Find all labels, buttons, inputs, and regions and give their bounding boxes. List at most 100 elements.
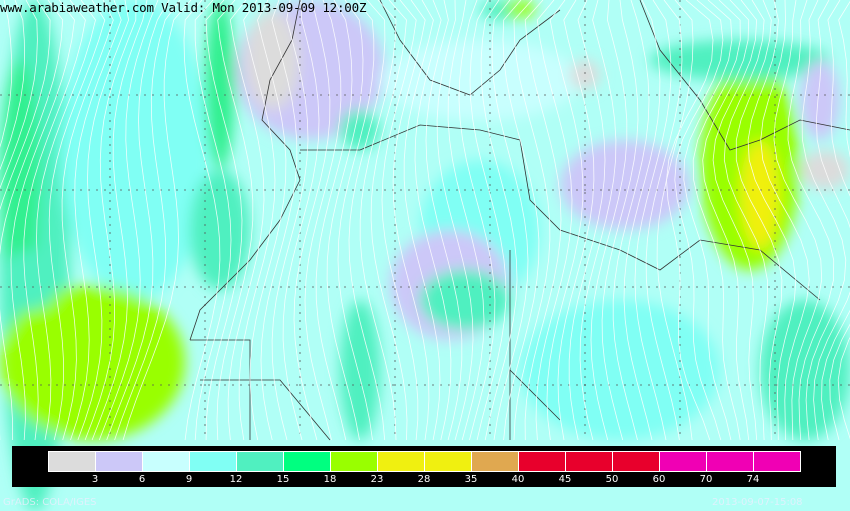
wind-speed-area bbox=[245, 10, 300, 110]
streamline bbox=[458, 0, 496, 441]
streamline bbox=[579, 0, 617, 441]
streamline bbox=[106, 0, 170, 441]
border bbox=[190, 250, 561, 441]
legend-label: 35 bbox=[464, 474, 478, 485]
wind-speed-area bbox=[340, 300, 380, 440]
wind-speed-area bbox=[740, 140, 780, 250]
streamline bbox=[480, 0, 518, 441]
streamline bbox=[634, 0, 672, 441]
streamline bbox=[524, 0, 562, 441]
legend-swatch bbox=[707, 452, 754, 471]
streamline bbox=[48, 0, 106, 441]
legend-label: 50 bbox=[605, 474, 619, 485]
streamline bbox=[829, 0, 850, 441]
map-title: www.arabiaweather.com Valid: Mon 2013-09… bbox=[0, 0, 367, 15]
streamline bbox=[114, 0, 181, 441]
legend-swatch bbox=[566, 452, 613, 471]
legend-swatch bbox=[472, 452, 519, 471]
legend-label: 12 bbox=[229, 474, 243, 485]
wind-speed-area bbox=[505, 0, 535, 18]
streamline bbox=[0, 0, 64, 441]
legend-swatch bbox=[96, 452, 143, 471]
streamline bbox=[359, 0, 397, 441]
streamline bbox=[0, 0, 38, 190]
streamline bbox=[787, 0, 835, 441]
legend-swatch bbox=[519, 452, 566, 471]
streamline bbox=[546, 0, 584, 441]
wind-speed-area bbox=[205, 0, 235, 170]
legend-label: 15 bbox=[276, 474, 290, 485]
footer-timestamp: 2013-09-07-15:08 bbox=[712, 497, 803, 508]
legend-label: 18 bbox=[323, 474, 337, 485]
streamline bbox=[590, 0, 628, 441]
footer-credit: GrADS: COLA/IGES bbox=[3, 497, 97, 508]
streamline bbox=[601, 0, 639, 441]
streamline bbox=[568, 0, 606, 441]
coastline bbox=[379, 0, 561, 96]
legend-label: 74 bbox=[746, 474, 760, 485]
streamline bbox=[348, 0, 386, 441]
legend-swatch bbox=[49, 452, 96, 471]
streamline bbox=[91, 0, 148, 441]
streamline bbox=[205, 0, 243, 441]
streamline bbox=[392, 0, 430, 441]
legend-swatch bbox=[190, 452, 237, 471]
streamline bbox=[666, 0, 714, 441]
streamline bbox=[61, 0, 114, 441]
coastline bbox=[639, 0, 850, 151]
streamline bbox=[513, 0, 551, 441]
streamline bbox=[10, 0, 75, 441]
streamline bbox=[98, 0, 159, 441]
streamline bbox=[612, 0, 650, 441]
streamline bbox=[723, 0, 769, 441]
streamline bbox=[425, 0, 463, 441]
legend-label: 6 bbox=[138, 474, 146, 485]
streamline bbox=[337, 0, 375, 441]
legend-swatch bbox=[425, 452, 472, 471]
wind-speed-area bbox=[0, 60, 40, 300]
legend-swatch bbox=[331, 452, 378, 471]
legend-swatch bbox=[613, 452, 660, 471]
legend-swatch bbox=[143, 452, 190, 471]
streamline bbox=[194, 0, 232, 441]
legend-swatch bbox=[284, 452, 331, 471]
streamline bbox=[760, 0, 810, 441]
streamline bbox=[491, 0, 529, 441]
streamline bbox=[326, 0, 364, 441]
legend-label: 70 bbox=[699, 474, 713, 485]
coastline bbox=[300, 124, 821, 301]
streamline bbox=[837, 19, 850, 440]
color-legend: 3 6 9 12 15 18 23 28 35 40 45 50 60 70 74 bbox=[12, 446, 836, 487]
legend-label: 28 bbox=[417, 474, 431, 485]
legend-swatch bbox=[237, 452, 284, 471]
legend-label: 23 bbox=[370, 474, 384, 485]
coastline bbox=[189, 0, 301, 341]
legend-label: 9 bbox=[185, 474, 193, 485]
streamline bbox=[447, 0, 485, 441]
streamline bbox=[249, 0, 287, 441]
streamline bbox=[0, 0, 26, 171]
streamline bbox=[403, 0, 441, 441]
streamline bbox=[414, 0, 452, 441]
streamline bbox=[216, 0, 254, 441]
streamline bbox=[77, 0, 130, 441]
wind-speed-area bbox=[0, 285, 185, 440]
streamline bbox=[122, 0, 192, 441]
streamline bbox=[821, 0, 850, 441]
streamline bbox=[813, 0, 850, 441]
streamline bbox=[315, 0, 353, 441]
streamline bbox=[683, 0, 733, 441]
coastlines bbox=[189, 0, 850, 441]
wind-speed-area bbox=[380, 40, 580, 120]
streamline bbox=[436, 0, 474, 441]
streamline bbox=[674, 0, 724, 441]
streamline bbox=[702, 0, 750, 441]
streamline bbox=[692, 0, 741, 441]
streamline bbox=[735, 0, 783, 441]
streamline bbox=[656, 0, 694, 441]
streamline bbox=[23, 0, 86, 441]
streamline bbox=[801, 0, 847, 441]
streamline bbox=[370, 0, 408, 441]
legend-label: 60 bbox=[652, 474, 666, 485]
